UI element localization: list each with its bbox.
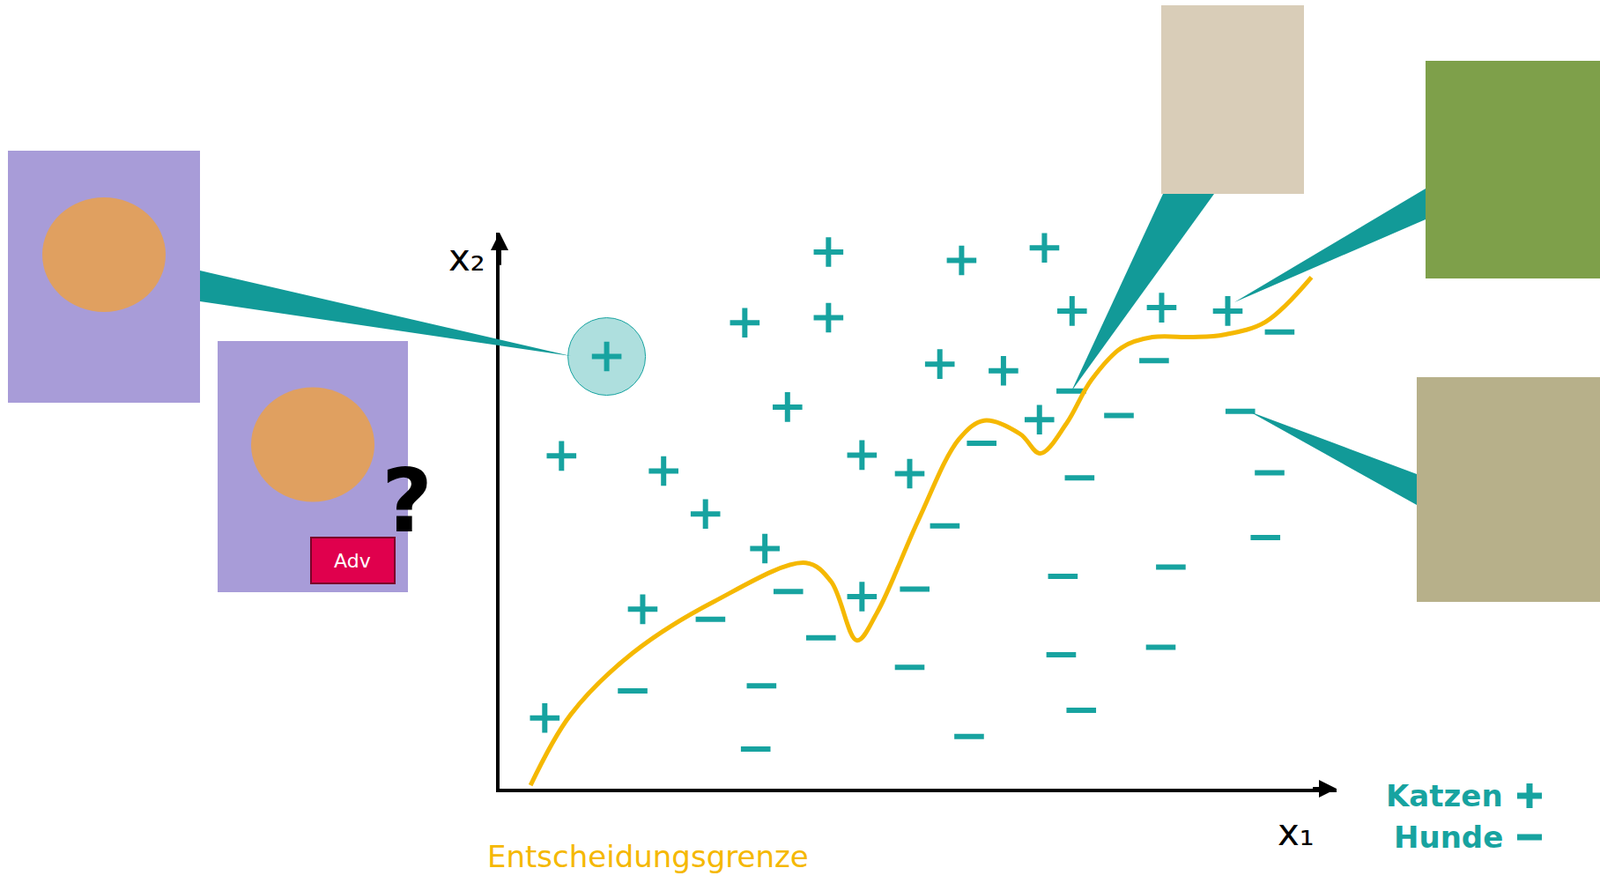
svg-text:x₁: x₁ [1277, 810, 1315, 854]
svg-text:Adv: Adv [333, 549, 371, 572]
svg-text:?: ? [381, 449, 433, 553]
svg-text:Katzen: Katzen [1385, 777, 1504, 814]
svg-text:Entscheidungsgrenze: Entscheidungsgrenze [487, 838, 809, 875]
svg-text:x₂: x₂ [448, 236, 486, 280]
svg-text:Hunde: Hunde [1393, 819, 1504, 855]
